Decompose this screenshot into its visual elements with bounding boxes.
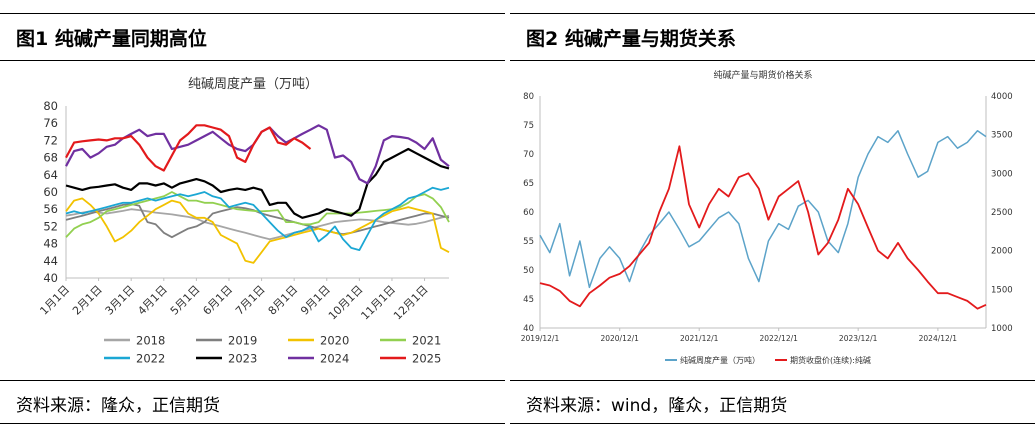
legend-label-futures: 期货收盘价(连续):纯碱 xyxy=(790,355,871,365)
left-y-tick-label: 60 xyxy=(523,208,534,218)
legend-label-2020: 2020 xyxy=(320,334,349,348)
right-y-tick-label: 4000 xyxy=(991,92,1013,102)
title-rule xyxy=(0,60,505,61)
series-line-2024 xyxy=(65,124,450,185)
series-line-2022 xyxy=(65,186,450,252)
series-line-production xyxy=(539,130,987,289)
legend-label-2019: 2019 xyxy=(228,334,257,348)
source-rule xyxy=(510,380,1035,381)
bottom-rule xyxy=(510,423,1035,424)
left-y-tick-label: 70 xyxy=(523,150,534,160)
left-y-tick-label: 50 xyxy=(523,266,534,276)
left-y-tick-label: 65 xyxy=(523,179,534,189)
series-line-2020 xyxy=(65,197,450,264)
y-tick-label: 56 xyxy=(43,202,58,216)
legend-label-2024: 2024 xyxy=(320,352,349,366)
y-tick-label: 72 xyxy=(43,133,58,147)
top-rule xyxy=(0,13,505,14)
series-line-2025 xyxy=(65,124,312,172)
right-y-tick-label: 1000 xyxy=(991,324,1013,334)
x-tick-label: 3月1日 xyxy=(103,283,138,318)
left-y-tick-label: 45 xyxy=(523,295,534,305)
y-tick-label: 52 xyxy=(43,219,58,233)
right-y-tick-label: 1500 xyxy=(991,285,1013,295)
legend-label-2025: 2025 xyxy=(412,352,441,366)
right-y-tick-label: 2500 xyxy=(991,208,1013,218)
series-line-2023 xyxy=(65,147,450,219)
source-note: 资料来源：隆众，正信期货 xyxy=(16,396,220,416)
legend-label-2018: 2018 xyxy=(136,334,165,348)
x-tick-label: 2020/12/1 xyxy=(600,334,639,343)
chart-title: 纯碱产量与期货价格关系 xyxy=(713,69,812,81)
right-panel: 图2 纯碱产量与期货关系 纯碱产量与期货价格关系 40 45 50 55 60 65 70 75… xyxy=(510,0,1035,437)
x-tick-label: 7月1日 xyxy=(233,283,268,318)
x-tick-label: 2023/12/1 xyxy=(839,334,878,343)
right-y-tick-label: 3000 xyxy=(991,169,1013,179)
left-y-tick-label: 75 xyxy=(523,121,534,131)
y-tick-label: 76 xyxy=(43,116,58,130)
x-tick-label: 1月1日 xyxy=(37,283,72,318)
panel-title: 图2 纯碱产量与期货关系 xyxy=(526,28,736,50)
left-y-tick-label: 40 xyxy=(523,324,534,334)
x-tick-label: 2月1日 xyxy=(70,283,105,318)
x-tick-label: 8月1日 xyxy=(266,283,301,318)
y-tick-label: 60 xyxy=(43,185,58,199)
production-chart: 纯碱周度产量（万吨） 40 44 48 52 56 60 64 68 72 76 80 1月1日2月1日… xyxy=(37,76,450,366)
source-note: 资料来源：wind，隆众，正信期货 xyxy=(526,396,788,416)
source-rule xyxy=(0,380,505,381)
left-y-tick-label: 80 xyxy=(523,92,534,102)
title-rule xyxy=(510,60,1035,61)
right-y-tick-label: 3500 xyxy=(991,131,1013,141)
series-line-2018 xyxy=(65,208,450,241)
right-y-tick-label: 2000 xyxy=(991,247,1013,257)
x-tick-label: 2019/12/1 xyxy=(521,334,560,343)
series-line-2021 xyxy=(65,191,450,238)
top-rule xyxy=(510,13,1035,14)
legend-label-2023: 2023 xyxy=(228,352,257,366)
legend-label-production: 纯碱周度产量（万吨） xyxy=(680,355,760,365)
left-panel: 图1 纯碱产量同期高位 纯碱周度产量（万吨） 40 44 48 52 56 60 64 68 72… xyxy=(0,0,505,437)
bottom-rule xyxy=(0,423,505,424)
production-futures-chart: 纯碱产量与期货价格关系 40 45 50 55 60 65 70 75 80 1000 1500 200… xyxy=(521,69,1013,365)
x-tick-label: 6月1日 xyxy=(200,283,235,318)
series-line-futures xyxy=(539,145,987,310)
x-tick-label: 5月1日 xyxy=(168,283,203,318)
x-tick-label: 2022/12/1 xyxy=(759,334,798,343)
legend-label-2021: 2021 xyxy=(412,334,441,348)
panel-title: 图1 纯碱产量同期高位 xyxy=(16,28,207,50)
x-tick-label: 12月1日 xyxy=(391,283,431,323)
x-tick-label: 2024/12/1 xyxy=(919,334,958,343)
legend-label-2022: 2022 xyxy=(136,352,165,366)
chart-title: 纯碱周度产量（万吨） xyxy=(188,76,318,92)
y-tick-label: 64 xyxy=(43,168,58,182)
x-tick-label: 2021/12/1 xyxy=(680,334,719,343)
y-tick-label: 48 xyxy=(43,237,58,251)
y-tick-label: 68 xyxy=(43,151,58,165)
x-tick-label: 10月1日 xyxy=(326,283,366,323)
y-tick-label: 40 xyxy=(43,271,58,285)
y-tick-label: 80 xyxy=(43,99,58,113)
x-tick-label: 4月1日 xyxy=(135,283,170,318)
x-tick-label: 11月1日 xyxy=(358,283,398,323)
y-tick-label: 44 xyxy=(43,254,58,268)
left-y-tick-label: 55 xyxy=(523,237,534,247)
